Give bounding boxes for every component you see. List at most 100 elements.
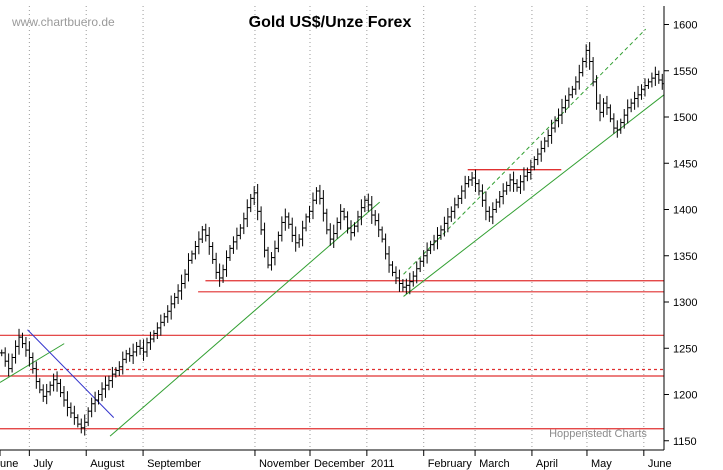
price-bar — [13, 340, 18, 364]
price-bar — [279, 216, 284, 242]
price-bar — [518, 175, 523, 194]
price-bar — [594, 75, 599, 110]
price-bar — [255, 183, 260, 221]
price-bar — [165, 305, 170, 323]
price-bar — [41, 384, 46, 402]
price-bar — [604, 95, 609, 115]
price-bar — [269, 252, 274, 271]
price-bar — [362, 195, 367, 213]
y-tick-label: 1350 — [673, 251, 697, 263]
price-bar — [414, 261, 419, 284]
y-tick-label: 1400 — [673, 205, 697, 217]
price-bar — [653, 66, 658, 86]
price-bar — [563, 95, 568, 113]
price-bar — [383, 233, 388, 260]
price-bar — [183, 269, 188, 289]
price-bar — [466, 176, 471, 188]
price-bar — [328, 223, 333, 246]
x-tick-label: une — [0, 458, 18, 470]
x-tick-label: February — [428, 458, 473, 470]
price-bar — [176, 284, 181, 305]
price-bar — [591, 57, 596, 87]
price-bar — [6, 353, 11, 377]
y-tick-label: 1600 — [673, 20, 697, 32]
price-bar — [266, 246, 271, 269]
price-bar — [559, 98, 564, 125]
price-bar — [480, 184, 485, 207]
price-bar — [442, 216, 447, 237]
price-bar — [470, 171, 475, 187]
price-bar — [48, 381, 53, 396]
price-bar — [307, 205, 312, 223]
price-bar — [608, 104, 613, 123]
price-bar — [521, 167, 526, 191]
price-bar — [203, 223, 208, 242]
price-bar — [297, 234, 302, 248]
price-bar — [390, 261, 395, 277]
price-bar — [587, 42, 592, 70]
price-bar — [501, 183, 506, 205]
price-bar — [141, 339, 146, 361]
y-tick-label: 1200 — [673, 390, 697, 402]
price-bar — [193, 240, 198, 260]
y-tick-label: 1550 — [673, 66, 697, 78]
price-bar — [68, 402, 73, 418]
y-tick-label: 1500 — [673, 112, 697, 124]
price-bar — [387, 246, 392, 273]
price-bar — [210, 242, 215, 264]
price-bar — [584, 44, 589, 68]
price-bar — [72, 405, 77, 425]
price-bar — [65, 391, 70, 417]
price-bars — [0, 42, 665, 436]
price-bar — [473, 169, 478, 192]
price-bar — [283, 208, 288, 231]
price-bar — [411, 271, 416, 287]
price-bar — [96, 390, 101, 405]
y-tick-label: 1250 — [673, 343, 697, 355]
price-bar — [373, 210, 378, 226]
price-bar — [629, 98, 634, 113]
price-bar — [494, 198, 499, 213]
price-bar — [100, 382, 105, 402]
price-bar — [618, 118, 623, 134]
price-bar — [106, 375, 111, 391]
price-bar — [290, 217, 295, 243]
price-bar — [189, 250, 194, 264]
price-bar — [252, 186, 257, 206]
price-bar — [646, 78, 651, 89]
price-bar — [432, 234, 437, 251]
price-bar — [459, 185, 464, 204]
price-bar — [55, 371, 60, 392]
price-bar — [293, 226, 298, 252]
price-bar — [0, 349, 4, 357]
x-tick-label: July — [33, 458, 53, 470]
price-bar — [286, 212, 291, 229]
price-bar — [515, 179, 520, 192]
price-bar — [23, 336, 28, 357]
price-bar — [615, 120, 620, 138]
price-bar — [58, 378, 63, 398]
price-bar — [622, 109, 627, 129]
x-tick-label: December — [314, 458, 365, 470]
price-bar — [463, 175, 468, 199]
price-bar — [452, 197, 457, 219]
price-bar — [508, 173, 513, 192]
chart-title: Gold US$/Unze Forex — [249, 14, 412, 31]
x-tick-label: 2011 — [371, 458, 395, 470]
price-bar — [158, 314, 163, 336]
price-bar — [573, 76, 578, 95]
price-bar — [355, 210, 360, 233]
price-bar — [127, 347, 132, 362]
price-bar — [656, 70, 661, 84]
price-bar — [636, 85, 641, 108]
price-bar — [245, 199, 250, 228]
price-bar — [456, 195, 461, 209]
price-bar — [349, 220, 354, 241]
price-bar — [335, 217, 340, 239]
credit-text: Hoppenstedt Charts — [549, 428, 647, 440]
price-bar — [151, 330, 156, 343]
price-bar — [642, 78, 647, 97]
price-bar — [234, 227, 239, 250]
price-bar — [17, 328, 22, 355]
